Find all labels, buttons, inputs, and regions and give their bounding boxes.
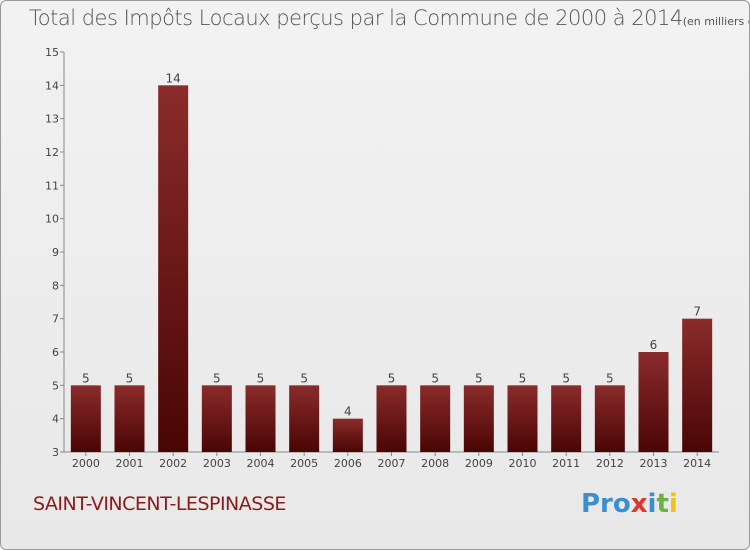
- x-tick-label: 2014: [683, 457, 711, 470]
- bar-value-label: 5: [213, 371, 221, 385]
- x-tick-label: 2012: [596, 457, 624, 470]
- y-tick-label: 12: [45, 146, 59, 159]
- y-tick-label: 10: [45, 213, 59, 226]
- bar-2014: [682, 318, 713, 452]
- bar-2011: [551, 385, 582, 452]
- y-tick-label: 15: [45, 46, 59, 59]
- y-tick-label: 4: [52, 413, 59, 426]
- bar-2000: [70, 385, 101, 452]
- bar-value-label: 5: [126, 371, 134, 385]
- bar-value-label: 4: [344, 405, 352, 419]
- bar-value-label: 6: [650, 338, 658, 352]
- x-tick-label: 2009: [465, 457, 493, 470]
- bar-2007: [376, 385, 407, 452]
- x-tick-label: 2010: [509, 457, 537, 470]
- x-tick-label: 2005: [290, 457, 318, 470]
- bar-2003: [201, 385, 232, 452]
- y-tick-label: 13: [45, 113, 59, 126]
- y-tick-label: 9: [52, 246, 59, 259]
- x-tick-label: 2003: [203, 457, 231, 470]
- bar-value-label: 5: [388, 371, 396, 385]
- bar-value-label: 5: [257, 371, 265, 385]
- chart-title: Total des Impôts Locaux perçus par la Co…: [29, 6, 749, 30]
- y-tick-label: 14: [45, 79, 59, 92]
- x-tick-label: 2006: [334, 457, 362, 470]
- bar-value-label: 5: [431, 371, 439, 385]
- x-tick-label: 2011: [552, 457, 580, 470]
- y-tick-label: 5: [52, 379, 59, 392]
- bar-2004: [245, 385, 276, 452]
- bar-value-label: 5: [562, 371, 570, 385]
- bar-2012: [594, 385, 625, 452]
- x-tick-label: 2008: [421, 457, 449, 470]
- bar-2010: [507, 385, 538, 452]
- y-tick-label: 7: [52, 313, 59, 326]
- bar-2013: [638, 352, 669, 452]
- bar-value-label: 5: [475, 371, 483, 385]
- x-tick-label: 2007: [378, 457, 406, 470]
- proxiti-logo: Proxiti: [581, 489, 678, 519]
- commune-name: SAINT-VINCENT-LESPINASSE: [33, 493, 286, 515]
- bar-2009: [463, 385, 494, 452]
- x-tick-label: 2004: [247, 457, 275, 470]
- y-tick-label: 6: [52, 346, 59, 359]
- bar-value-label: 5: [82, 371, 90, 385]
- x-tick-label: 2001: [116, 457, 144, 470]
- bar-value-label: 14: [166, 71, 181, 85]
- bar-2001: [114, 385, 145, 452]
- x-tick-label: 2013: [640, 457, 668, 470]
- bar-value-label: 5: [300, 371, 308, 385]
- y-tick-label: 3: [52, 446, 59, 459]
- bar-2002: [158, 85, 189, 452]
- y-tick-label: 11: [45, 179, 59, 192]
- bar-2006: [332, 418, 363, 452]
- y-tick-label: 8: [52, 279, 59, 292]
- x-tick-label: 2002: [159, 457, 187, 470]
- bar-2005: [289, 385, 320, 452]
- bar-value-label: 5: [606, 371, 614, 385]
- chart-title-main: Total des Impôts Locaux perçus par la Co…: [29, 6, 683, 30]
- bar-value-label: 7: [693, 305, 701, 319]
- bar-2008: [420, 385, 451, 452]
- chart-title-unit: (en milliers d'€): [682, 15, 749, 28]
- bar-value-label: 5: [519, 371, 527, 385]
- x-tick-label: 2000: [72, 457, 100, 470]
